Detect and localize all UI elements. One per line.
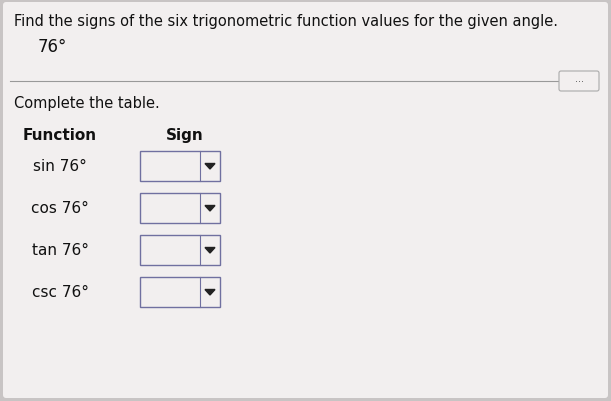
- FancyBboxPatch shape: [140, 152, 220, 182]
- Polygon shape: [205, 206, 215, 211]
- Text: csc 76°: csc 76°: [32, 285, 89, 300]
- Polygon shape: [205, 164, 215, 170]
- FancyBboxPatch shape: [140, 194, 220, 223]
- FancyBboxPatch shape: [3, 3, 608, 398]
- Text: ···: ···: [574, 77, 584, 87]
- Polygon shape: [205, 290, 215, 295]
- Text: Sign: Sign: [166, 128, 204, 143]
- Text: Find the signs of the six trigonometric function values for the given angle.: Find the signs of the six trigonometric …: [14, 14, 558, 29]
- Polygon shape: [205, 248, 215, 253]
- FancyBboxPatch shape: [140, 277, 220, 307]
- Text: cos 76°: cos 76°: [31, 201, 89, 216]
- Text: sin 76°: sin 76°: [33, 159, 87, 174]
- Text: 76°: 76°: [38, 38, 67, 56]
- Text: Function: Function: [23, 128, 97, 143]
- FancyBboxPatch shape: [140, 235, 220, 265]
- Text: tan 76°: tan 76°: [32, 243, 89, 258]
- Text: Complete the table.: Complete the table.: [14, 96, 159, 111]
- FancyBboxPatch shape: [559, 72, 599, 92]
